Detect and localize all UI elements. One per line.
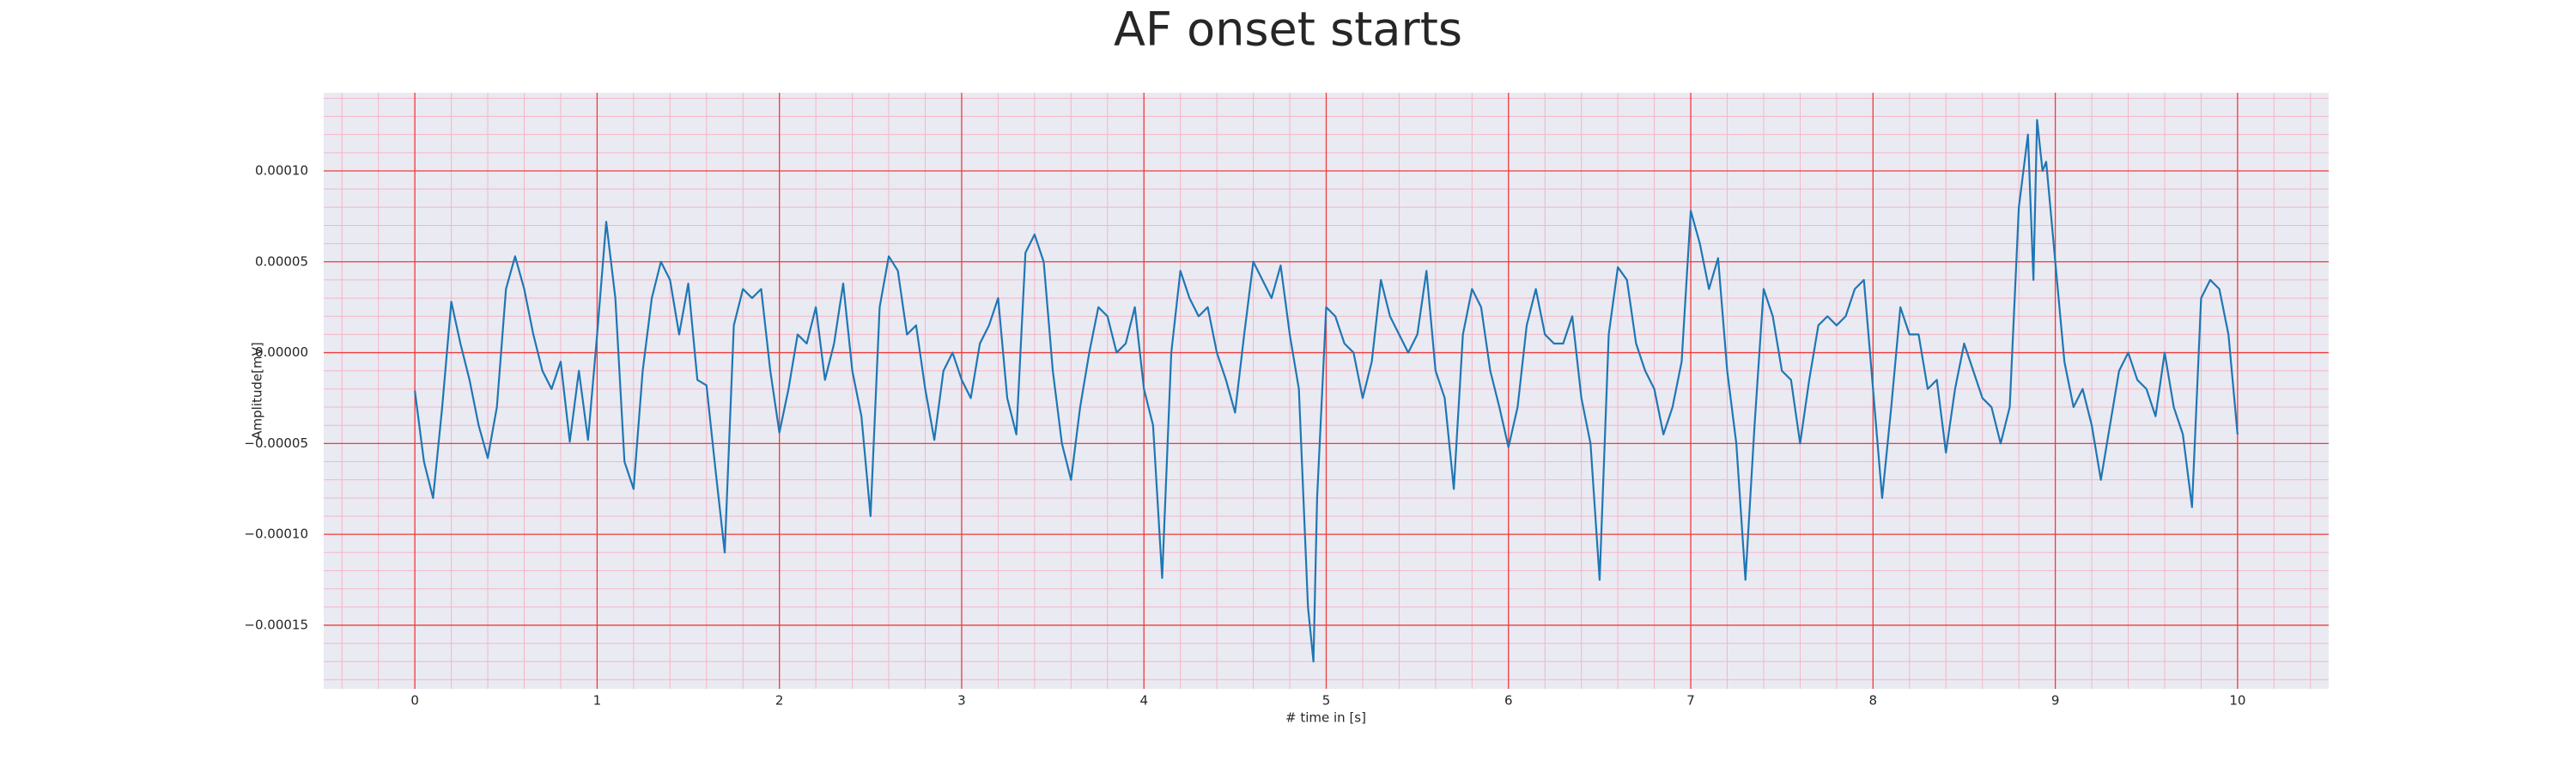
y-tick-label: −0.00010	[244, 526, 308, 542]
x-axis-label: # time in [s]	[1285, 710, 1366, 726]
x-tick-label: 8	[1869, 693, 1878, 709]
x-tick-label: 1	[593, 693, 602, 709]
x-tick-label: 5	[1322, 693, 1331, 709]
x-tick-label: 2	[775, 693, 784, 709]
x-tick-label: 4	[1139, 693, 1148, 709]
y-tick-label: −0.00015	[244, 617, 308, 632]
x-tick-label: 7	[1686, 693, 1695, 709]
x-tick-label: 10	[2229, 693, 2245, 709]
signal-line	[414, 119, 2239, 663]
y-tick-label: 0.00000	[255, 344, 308, 360]
y-axis-label: Amplitude[mV]	[250, 342, 265, 439]
y-tick-label: 0.00010	[255, 162, 308, 178]
x-tick-label: 3	[957, 693, 966, 709]
x-tick-label: 9	[2051, 693, 2060, 709]
x-tick-label: 6	[1504, 693, 1513, 709]
y-tick-label: −0.00005	[244, 435, 308, 451]
x-tick-label: 0	[410, 693, 419, 709]
chart-title: AF onset starts	[1114, 3, 1462, 57]
y-tick-label: 0.00005	[255, 253, 308, 269]
